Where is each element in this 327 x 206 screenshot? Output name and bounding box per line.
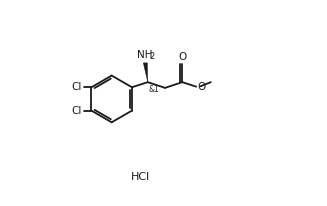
Text: HCl: HCl [130,172,150,182]
Polygon shape [143,63,148,82]
Text: O: O [198,82,206,92]
Text: &1: &1 [148,85,159,94]
Text: Cl: Cl [72,82,82,92]
Text: NH: NH [137,50,153,60]
Text: 2: 2 [149,52,155,61]
Text: O: O [179,52,187,62]
Text: Cl: Cl [72,106,82,116]
